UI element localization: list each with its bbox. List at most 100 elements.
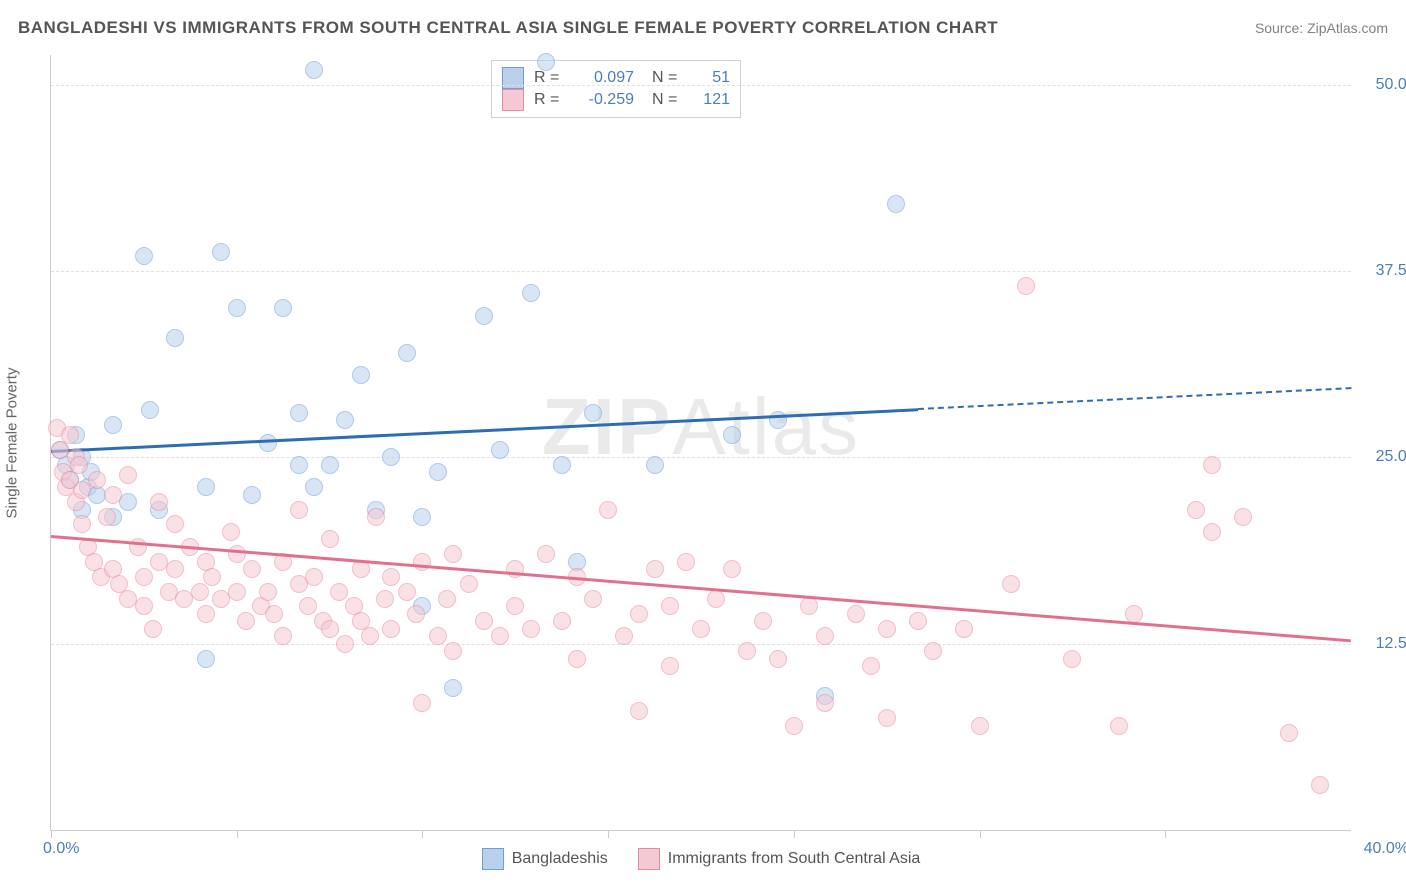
data-point xyxy=(367,508,385,526)
data-point xyxy=(382,448,400,466)
data-point xyxy=(444,679,462,697)
data-point xyxy=(191,583,209,601)
data-point xyxy=(522,620,540,638)
data-point xyxy=(599,501,617,519)
x-tick xyxy=(422,830,423,838)
data-point xyxy=(104,486,122,504)
trend-line xyxy=(918,387,1351,410)
data-point xyxy=(150,493,168,511)
data-point xyxy=(630,702,648,720)
data-point xyxy=(1002,575,1020,593)
data-point xyxy=(259,583,277,601)
data-point xyxy=(769,650,787,668)
data-point xyxy=(438,590,456,608)
data-point xyxy=(413,694,431,712)
data-point xyxy=(361,627,379,645)
data-point xyxy=(212,243,230,261)
data-point xyxy=(321,530,339,548)
gridline xyxy=(51,271,1351,272)
gridline xyxy=(51,644,1351,645)
data-point xyxy=(141,401,159,419)
data-point xyxy=(1203,523,1221,541)
legend-swatch-series-1 xyxy=(638,848,660,870)
data-point xyxy=(376,590,394,608)
data-point xyxy=(862,657,880,675)
data-point xyxy=(135,247,153,265)
x-tick xyxy=(608,830,609,838)
gridline xyxy=(51,457,1351,458)
data-point xyxy=(352,366,370,384)
data-point xyxy=(135,597,153,615)
data-point xyxy=(321,620,339,638)
data-point xyxy=(382,568,400,586)
data-point xyxy=(197,605,215,623)
data-point xyxy=(537,53,555,71)
gridline xyxy=(51,85,1351,86)
data-point xyxy=(1063,650,1081,668)
data-point xyxy=(707,590,725,608)
data-point xyxy=(321,456,339,474)
data-point xyxy=(924,642,942,660)
data-point xyxy=(197,478,215,496)
data-point xyxy=(460,575,478,593)
data-point xyxy=(754,612,772,630)
data-point xyxy=(119,466,137,484)
legend-stats-row: R = -0.259 N = 121 xyxy=(502,89,730,111)
data-point xyxy=(413,553,431,571)
data-point xyxy=(646,560,664,578)
data-point xyxy=(1203,456,1221,474)
data-point xyxy=(135,568,153,586)
data-point xyxy=(88,471,106,489)
data-point xyxy=(222,523,240,541)
data-point xyxy=(429,463,447,481)
legend-series-label-0: Bangladeshis xyxy=(512,850,608,868)
data-point xyxy=(800,597,818,615)
data-point xyxy=(243,486,261,504)
data-point xyxy=(73,481,91,499)
data-point xyxy=(1280,724,1298,742)
data-point xyxy=(615,627,633,645)
data-point xyxy=(203,568,221,586)
data-point xyxy=(166,560,184,578)
data-point xyxy=(909,612,927,630)
data-point xyxy=(166,329,184,347)
data-point xyxy=(290,501,308,519)
data-point xyxy=(73,515,91,533)
data-point xyxy=(444,545,462,563)
data-point xyxy=(197,650,215,668)
legend-item: Immigrants from South Central Asia xyxy=(638,848,921,870)
data-point xyxy=(407,605,425,623)
data-point xyxy=(1125,605,1143,623)
data-point xyxy=(228,545,246,563)
data-point xyxy=(475,307,493,325)
y-axis-label: Single Female Poverty xyxy=(4,367,21,518)
x-tick xyxy=(980,830,981,838)
data-point xyxy=(878,620,896,638)
data-point xyxy=(305,568,323,586)
data-point xyxy=(491,627,509,645)
chart-area: Single Female Poverty ZIPAtlas R = 0.097… xyxy=(50,55,1350,830)
legend-r-label: R = xyxy=(534,89,564,111)
data-point xyxy=(1311,776,1329,794)
data-point xyxy=(971,717,989,735)
data-point xyxy=(274,627,292,645)
data-point xyxy=(444,642,462,660)
x-tick xyxy=(1165,830,1166,838)
legend-swatch-series-0 xyxy=(482,848,504,870)
data-point xyxy=(1110,717,1128,735)
data-point xyxy=(166,515,184,533)
data-point xyxy=(661,657,679,675)
data-point xyxy=(738,642,756,660)
data-point xyxy=(290,456,308,474)
data-point xyxy=(506,560,524,578)
data-point xyxy=(785,717,803,735)
data-point xyxy=(506,597,524,615)
data-point xyxy=(305,478,323,496)
data-point xyxy=(723,560,741,578)
watermark: ZIPAtlas xyxy=(542,381,860,473)
data-point xyxy=(568,650,586,668)
legend-stats: R = 0.097 N = 51 R = -0.259 N = 121 xyxy=(491,60,741,118)
data-point xyxy=(475,612,493,630)
data-point xyxy=(522,284,540,302)
data-point xyxy=(259,434,277,452)
